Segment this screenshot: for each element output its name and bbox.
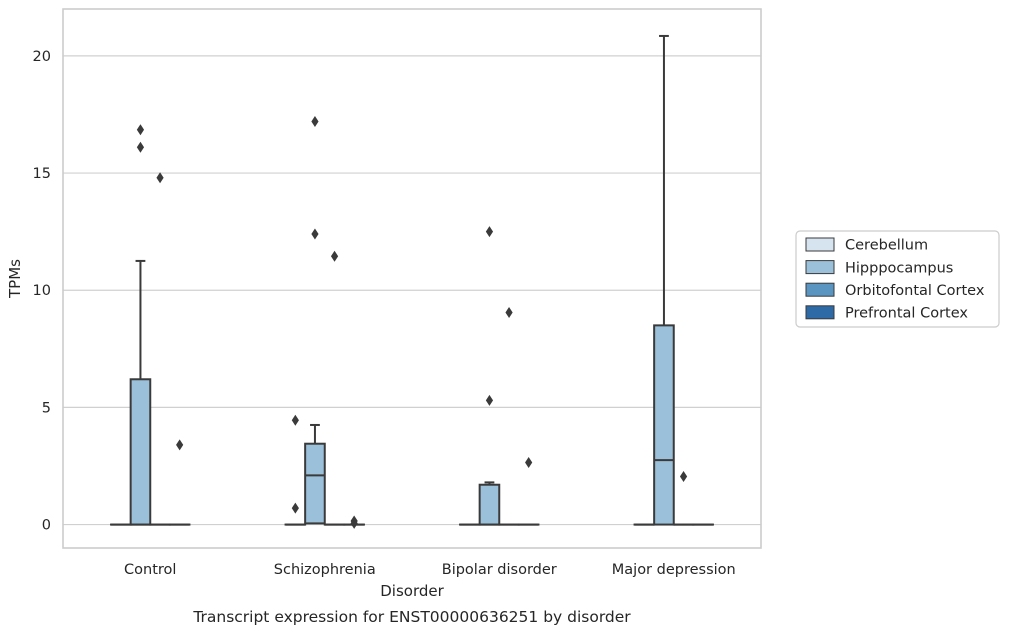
legend-label: Hipppocampus	[845, 260, 953, 276]
y-axis-label: TPMs	[6, 259, 24, 299]
outlier-point	[525, 456, 533, 468]
x-tick-label: Schizophrenia	[274, 562, 376, 578]
outlier-point	[505, 306, 513, 318]
legend-label: Cerebellum	[845, 238, 928, 254]
box-orbitofontal-cortex	[498, 306, 520, 526]
legend: Cerebellum Hipppocampus Orbitofontal Corte…	[795, 230, 1000, 328]
legend-swatch	[805, 260, 835, 275]
box-prefrontal-cortex	[168, 439, 191, 526]
outlier-point	[176, 439, 184, 451]
outlier-point	[350, 517, 358, 529]
y-tick-label: 0	[42, 518, 51, 534]
outlier-point	[485, 226, 494, 238]
outlier-point	[679, 471, 688, 483]
outlier-point	[311, 228, 319, 240]
box	[304, 442, 326, 525]
x-tick-label: Major depression	[612, 562, 736, 578]
box	[653, 324, 675, 526]
outlier-point	[311, 115, 319, 127]
box-orbitofontal-cortex	[672, 471, 695, 526]
box-prefrontal-cortex	[343, 515, 365, 529]
box	[478, 483, 501, 526]
outlier-point	[291, 502, 299, 514]
y-tick-label: 20	[33, 49, 51, 65]
plot-area	[110, 34, 714, 529]
box-hipppocampus	[304, 115, 326, 525]
box-hipppocampus	[129, 124, 152, 526]
legend-frame	[795, 230, 1000, 328]
box-cerebellum	[284, 414, 307, 526]
outlier-point	[291, 414, 299, 426]
outlier-point	[136, 124, 145, 136]
chart-caption: Transcript expression for ENST0000063625…	[192, 608, 631, 626]
legend-swatch	[805, 237, 835, 252]
legend-label: Orbitofontal Cortex	[845, 283, 985, 299]
outlier-point	[156, 172, 164, 184]
y-tick-label: 5	[42, 400, 51, 416]
outlier-point	[485, 394, 494, 406]
outlier-point	[136, 141, 145, 153]
box-hipppocampus	[478, 226, 501, 526]
y-tick-label: 15	[33, 166, 51, 182]
legend-swatch	[805, 282, 835, 297]
box-hipppocampus	[653, 34, 675, 526]
x-axis: Control Schizophrenia Bipolar disorder Majo…	[124, 562, 736, 578]
axes-frame	[62, 8, 762, 549]
outlier-point	[330, 250, 339, 262]
box-orbitofontal-cortex	[323, 250, 346, 526]
box	[129, 378, 152, 526]
legend-swatch	[805, 305, 835, 320]
y-axis: 0 5 10 15 20	[33, 49, 51, 534]
legend-label: Prefrontal Cortex	[845, 306, 968, 322]
x-tick-label: Control	[124, 562, 176, 578]
x-tick-label: Bipolar disorder	[442, 562, 557, 578]
x-axis-label: Disorder	[380, 582, 444, 600]
box-prefrontal-cortex	[517, 456, 540, 526]
box-orbitofontal-cortex	[149, 172, 171, 526]
y-tick-label: 10	[33, 283, 51, 299]
